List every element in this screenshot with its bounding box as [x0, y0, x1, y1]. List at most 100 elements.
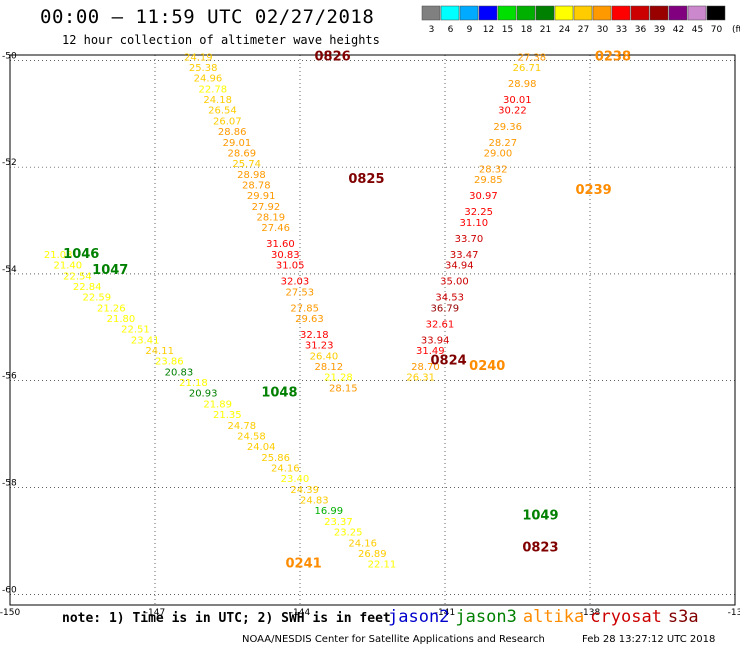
legend-s3a: s3a: [667, 607, 699, 627]
colorbar-label: 21: [540, 25, 551, 35]
wave-height-point: 27.38: [518, 52, 547, 63]
credit-line: NOAA/NESDIS Center for Satellite Applica…: [242, 634, 545, 645]
colorbar-label: 24: [559, 25, 571, 35]
colorbar-swatch: [592, 5, 612, 21]
wave-height-point: 22.11: [368, 560, 397, 571]
wave-height-point: 21.08: [44, 250, 73, 261]
x-tick-label: -144: [290, 608, 311, 618]
wave-height-point: 30.01: [503, 95, 532, 106]
colorbar-label: 36: [635, 25, 647, 35]
wave-height-point: 29.85: [474, 175, 503, 186]
wave-height-point: 28.70: [411, 362, 440, 373]
wave-height-point: 21.18: [179, 378, 208, 389]
pass-label: 0240: [469, 359, 505, 374]
colorbar-label: 70: [711, 25, 723, 35]
wave-height-point: 33.94: [421, 335, 450, 346]
wave-height-point: 26.71: [513, 63, 542, 74]
y-tick-label: -52: [2, 158, 17, 168]
colorbar-label: 45: [692, 25, 703, 35]
wave-height-point: 28.27: [489, 138, 518, 149]
wave-height-point: 24.58: [237, 431, 266, 442]
pass-label: 0239: [576, 183, 612, 198]
legend-cryosat: cryosat: [590, 607, 662, 627]
wave-height-point: 28.69: [228, 148, 257, 159]
wave-height-point: 24.04: [247, 442, 276, 453]
wave-height-point: 21.89: [203, 399, 232, 410]
wave-height-point: 34.53: [435, 293, 464, 304]
pass-label: 1049: [522, 509, 558, 524]
pass-label: 0238: [595, 49, 631, 64]
wave-height-point: 26.31: [406, 373, 435, 384]
wave-height-point: 26.89: [358, 549, 387, 560]
wave-height-point: 29.63: [295, 314, 324, 325]
wave-height-point: 28.19: [257, 213, 286, 224]
wave-height-point: 28.78: [242, 180, 271, 191]
colorbar-swatch: [611, 5, 631, 21]
colorbar-label: 9: [467, 25, 473, 35]
colorbar-label: 27: [578, 25, 589, 35]
credit-timestamp: Feb 28 13:27:12 UTC 2018: [582, 634, 716, 645]
pass-label: 0823: [522, 541, 558, 556]
wave-height-point: 30.22: [498, 106, 527, 117]
wave-height-point: 28.32: [479, 164, 508, 175]
colorbar-label: 3: [429, 25, 435, 35]
wave-height-point: 20.93: [189, 389, 218, 400]
wave-height-point: 33.70: [455, 234, 484, 245]
colorbar-swatch: [630, 5, 650, 21]
satellite-legend: jason2 jason3 altika cryosat s3a: [388, 607, 705, 627]
wave-height-point: 31.23: [305, 341, 334, 352]
wave-height-point: 21.26: [97, 303, 126, 314]
colorbar-swatch: [535, 5, 555, 21]
y-tick-label: -58: [2, 479, 17, 489]
colorbar-label: 30: [597, 25, 609, 35]
wave-height-point: 31.60: [266, 239, 295, 250]
legend-jason2: jason2: [388, 607, 450, 627]
wave-height-point: 29.01: [223, 138, 252, 149]
pass-label: 0241: [286, 557, 322, 572]
wave-height-point: 24.19: [184, 52, 213, 63]
y-tick-label: -50: [2, 51, 17, 61]
colorbar-swatch: [497, 5, 517, 21]
x-tick-label: -147: [145, 608, 165, 618]
wave-height-point: 25.74: [232, 159, 261, 170]
wave-height-point: 26.07: [213, 116, 242, 127]
legend-jason3: jason3: [455, 607, 517, 627]
colorbar-swatch: [649, 5, 669, 21]
wave-height-point: 23.40: [281, 474, 310, 485]
wave-height-point: 22.51: [121, 325, 150, 336]
wave-height-point: 34.94: [445, 261, 474, 272]
pass-label: 0825: [348, 172, 384, 187]
x-tick-label: -138: [580, 608, 601, 618]
plot-frame: [9, 54, 736, 606]
wave-height-point: 22.54: [63, 271, 92, 282]
colorbar-label: 12: [483, 25, 494, 35]
wave-height-point: 30.83: [271, 250, 300, 261]
wave-height-point: 26.54: [208, 106, 237, 117]
colorbar-swatch: [516, 5, 536, 21]
pass-label: 0826: [315, 49, 351, 64]
wave-height-point: 20.83: [165, 367, 194, 378]
page-title: 00:00 – 11:59 UTC 02/27/2018: [40, 6, 375, 28]
colorbar-swatch: [478, 5, 498, 21]
colorbar-label: 42: [673, 25, 684, 35]
wave-height-point: 21.28: [324, 373, 353, 384]
colorbar-swatch: [421, 5, 441, 21]
y-tick-label: -56: [2, 372, 17, 382]
wave-height-point: 27.85: [290, 303, 319, 314]
wave-height-point: 28.98: [237, 170, 266, 181]
wave-height-point: 23.41: [131, 335, 160, 346]
colorbar-label: 6: [448, 25, 454, 35]
pass-label: 1046: [63, 247, 99, 262]
wave-height-point: 24.16: [348, 538, 377, 549]
legend-altika: altika: [522, 607, 585, 627]
colorbar-swatch: [440, 5, 460, 21]
wave-height-point: 36.79: [431, 303, 460, 314]
wave-height-point: 35.00: [440, 277, 469, 288]
colorbar-label: 18: [521, 25, 533, 35]
wave-height-point: 24.18: [203, 95, 232, 106]
wave-height-point: 21.35: [213, 410, 242, 421]
x-tick-label: -13: [728, 608, 740, 618]
colorbar-unit: (ft): [732, 25, 740, 35]
colorbar-swatch: [668, 5, 688, 21]
